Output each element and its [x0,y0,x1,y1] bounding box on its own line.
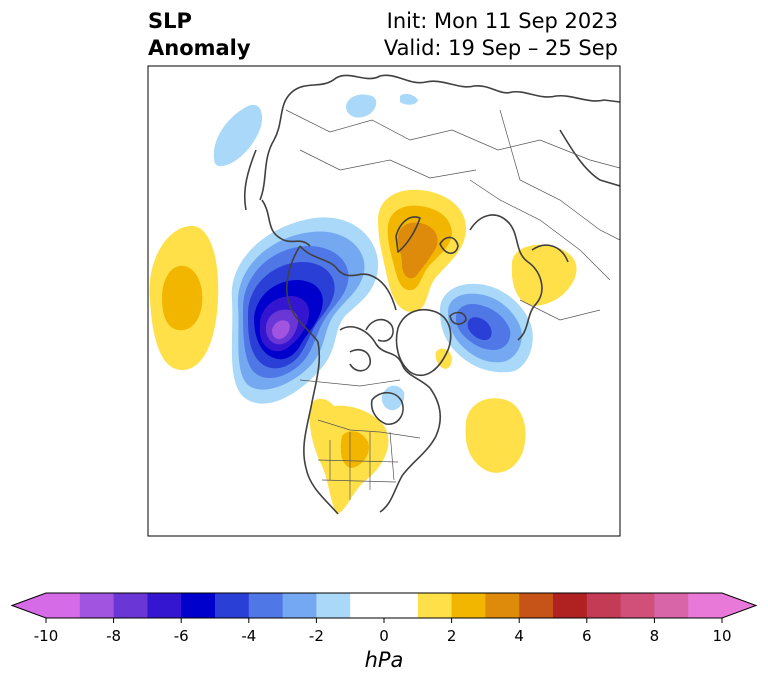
political-borders [285,109,620,500]
colorbar-unit-label: hPa [364,648,404,672]
colorbar-segment [147,593,182,618]
colorbar-segment [113,593,148,618]
negative-anomaly-siberia [213,104,263,167]
colorbar-segment [79,593,115,618]
colorbar-segment [620,593,655,618]
colorbar-segment [654,593,689,618]
colorbar-segment [350,593,419,618]
colorbar-tick-label: 4 [514,627,524,645]
colorbar-tick-label: -8 [106,627,122,645]
colorbar-segment [451,593,486,618]
colorbar-tick-label: -10 [33,627,59,645]
colorbar-segment [688,593,723,618]
negative-anomaly-north-1 [346,94,377,118]
init-time: Init: Mon 11 Sep 2023 [386,9,618,33]
positive-anomaly-europe [511,244,577,306]
colorbar-extend-over [722,593,756,618]
colorbar-segment [46,593,81,618]
colorbar-tick-label: 8 [649,627,660,645]
positive-anomaly-us-plains [309,398,389,514]
coastlines [243,74,620,515]
variable-title: SLP Anomaly [148,8,251,62]
colorbar-segment [417,593,453,618]
negative-anomaly-greenland-sea [440,283,533,373]
colorbar-segment [519,593,554,618]
colorbar-tick-label: 6 [582,627,592,645]
colorbar-segment [215,593,250,618]
colorbar-tick-label: -2 [308,627,324,645]
colorbar-tick-label: 0 [379,627,389,645]
positive-anomaly-barents-kara [378,189,466,312]
colorbar-segment [316,593,351,618]
colorbar-segment [248,593,284,618]
colorbar-segment [485,593,520,618]
colorbar-tick-label: -6 [173,627,189,645]
colorbar-tick-label: -4 [241,627,257,645]
negative-anomaly-gulf-of-alaska [231,217,379,404]
colorbar-segment [553,593,588,618]
colorbar-segment [282,593,317,618]
colorbar-ticks [45,618,723,623]
colorbar-tick-label: 2 [446,627,457,645]
negative-anomaly-hudson [381,385,405,411]
positive-anomaly-atlantic [465,398,526,473]
variable-title-line2: Anomaly [148,36,251,60]
colorbar-segments [10,592,758,619]
positive-anomaly-central-pacific [149,225,219,370]
map-panel [148,66,620,536]
valid-period: Valid: 19 Sep – 25 Sep [383,36,618,60]
colorbar-segment [181,593,216,618]
forecast-time-title: Init: Mon 11 Sep 2023 Valid: 19 Sep – 25… [384,8,618,62]
colorbar-segment [586,593,622,618]
map-frame [147,65,621,537]
negative-anomaly-north-2 [400,93,418,105]
colorbar-tick-label: 10 [712,627,732,645]
variable-title-line1: SLP [148,9,192,33]
colorbar-extend-under [12,593,46,618]
